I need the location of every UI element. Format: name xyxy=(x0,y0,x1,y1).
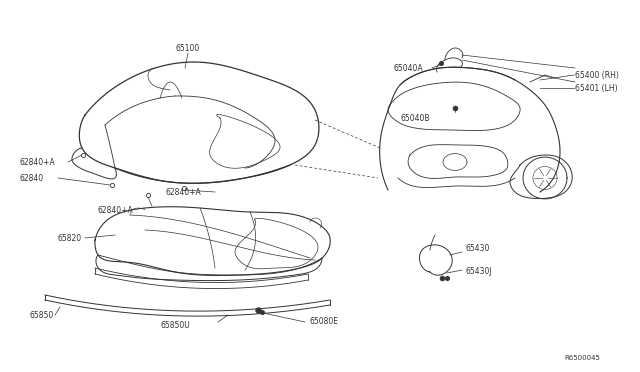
Text: 65850U: 65850U xyxy=(160,321,190,330)
Text: 65820: 65820 xyxy=(58,234,82,243)
Text: 65080E: 65080E xyxy=(310,317,339,327)
Text: 62840+A: 62840+A xyxy=(97,205,133,215)
Text: 62840+A: 62840+A xyxy=(165,187,201,196)
Text: R6500045: R6500045 xyxy=(564,355,600,361)
Text: 65100: 65100 xyxy=(176,44,200,52)
Text: 65430: 65430 xyxy=(465,244,490,253)
Text: 65430J: 65430J xyxy=(465,267,492,276)
Text: 65850: 65850 xyxy=(30,311,54,320)
Text: 65401 (LH): 65401 (LH) xyxy=(575,83,618,93)
Text: 65040B: 65040B xyxy=(400,113,429,122)
Text: 62840+A: 62840+A xyxy=(20,157,56,167)
Text: 65040A: 65040A xyxy=(393,64,422,73)
Text: 62840: 62840 xyxy=(20,173,44,183)
Text: 65400 (RH): 65400 (RH) xyxy=(575,71,619,80)
